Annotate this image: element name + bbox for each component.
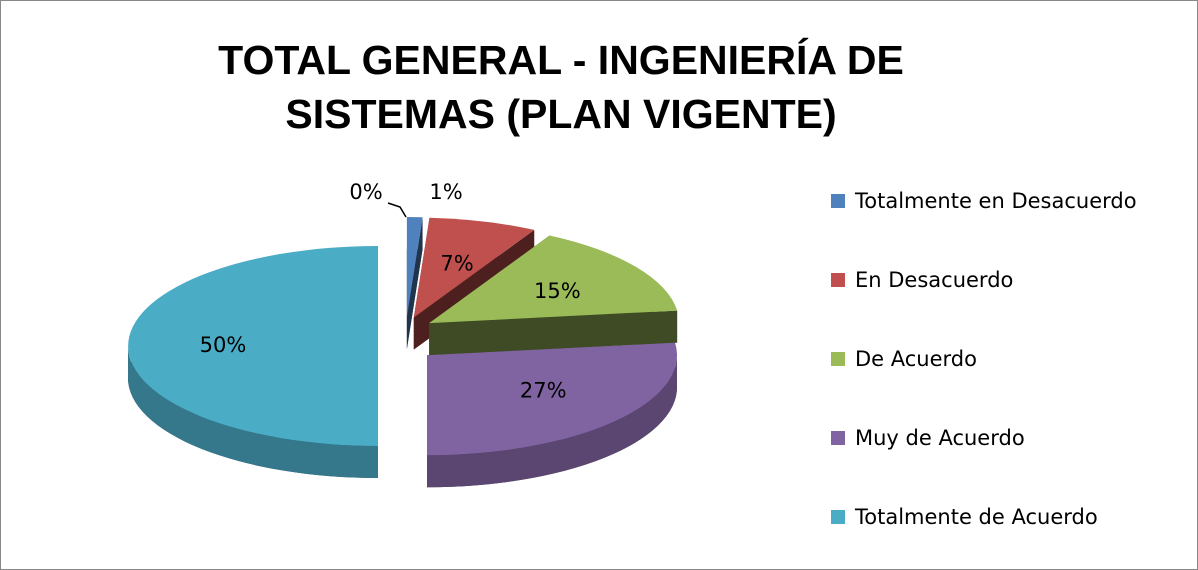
- data-label: 7%: [440, 252, 473, 276]
- slice: [406, 217, 423, 318]
- slice-side: [128, 346, 378, 478]
- legend-label: En Desacuerdo: [855, 268, 1014, 292]
- slice: [413, 217, 535, 318]
- legend-entry: Muy de Acuerdo: [831, 422, 1171, 454]
- legend-swatch: [831, 431, 845, 445]
- slice: [429, 235, 678, 324]
- legend-swatch: [831, 273, 845, 287]
- legend-label: Muy de Acuerdo: [855, 426, 1025, 450]
- data-label: 0%: [349, 180, 382, 204]
- legend-entry: Totalmente de Acuerdo: [831, 501, 1171, 533]
- legend-label: De Acuerdo: [855, 347, 977, 371]
- slice-inner-wall: [429, 310, 678, 356]
- data-label: 50%: [200, 333, 247, 357]
- legend-swatch: [831, 510, 845, 524]
- legend-entry: De Acuerdo: [831, 343, 1171, 375]
- slice-inner-wall: [406, 217, 423, 350]
- slice: [128, 246, 378, 446]
- leader-line: [387, 202, 407, 218]
- slice-side: [427, 355, 678, 488]
- legend-entry: Totalmente en Desacuerdo: [831, 185, 1171, 217]
- legend-swatch: [831, 352, 845, 366]
- legend-label: Totalmente de Acuerdo: [855, 505, 1098, 529]
- data-label: 27%: [520, 379, 567, 403]
- chart-title: TOTAL GENERAL - INGENIERÍA DE SISTEMAS (…: [218, 37, 904, 137]
- legend-entry: En Desacuerdo: [831, 264, 1171, 296]
- slice: [427, 342, 678, 456]
- data-label: 1%: [429, 180, 462, 204]
- data-label: 15%: [534, 279, 581, 303]
- legend-label: Totalmente en Desacuerdo: [855, 189, 1137, 213]
- legend-swatch: [831, 194, 845, 208]
